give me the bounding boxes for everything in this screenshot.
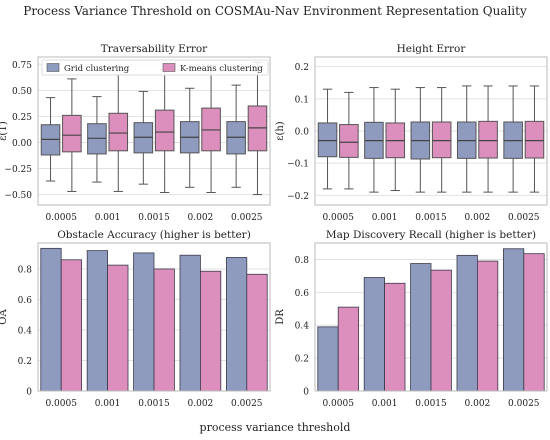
y-tick-label: 0.2: [18, 357, 32, 367]
bar-kmeans: [430, 269, 452, 392]
y-tick-label: 0.4: [295, 322, 310, 332]
x-tick-label: 0.001: [372, 213, 398, 223]
axes-frame: [314, 242, 548, 392]
y-tick-label: 0.8: [295, 256, 310, 266]
bar-kmeans: [337, 306, 360, 392]
bar-grid: [40, 247, 62, 392]
bar-grid: [410, 263, 432, 392]
bar-kmeans: [476, 260, 499, 392]
axes-frame: [314, 56, 548, 206]
bar-grid: [502, 248, 525, 392]
bar-kmeans: [384, 282, 406, 392]
panel-1: −0.50 −0.25 0.00 0.25 0.50 0.75 Traversability…: [0, 43, 271, 223]
box-kmeans: [62, 114, 82, 153]
y-tick-label: 0.2: [295, 355, 309, 365]
legend-label: Grid clustering: [64, 64, 130, 74]
y-axis-label: ε(T): [0, 121, 9, 141]
bar-kmeans: [153, 268, 175, 392]
x-tick-label: 0.0015: [138, 213, 170, 223]
bar-kmeans: [246, 273, 268, 392]
panel-2: −0.2 −0.1 0.0 0.1 0.2 Height Error ε(h) 0.0005 0…: [275, 43, 548, 223]
bar-kmeans: [107, 264, 129, 392]
box-kmeans: [154, 109, 175, 152]
y-tick-label: 0: [26, 388, 32, 398]
panel-3: 0 0.2 0.4 0.6 0.8 Obstacle Accuracy (higher i…: [0, 229, 271, 409]
x-tick-label: 0.0015: [138, 399, 170, 409]
y-tick-label: 0.2: [295, 63, 309, 73]
x-tick-label: 0.001: [372, 399, 398, 409]
y-axis-label: DR: [275, 309, 286, 325]
x-tick-label: 0.0025: [508, 399, 540, 409]
bar-grid: [317, 326, 339, 392]
x-tick-label: 0.0005: [45, 213, 77, 223]
bar-kmeans: [523, 253, 545, 392]
bar-grid: [179, 254, 201, 392]
panel-title: Map Discovery Recall (higher is better): [326, 229, 536, 241]
y-tick-label: 0: [303, 388, 309, 398]
legend-swatch-kmeans: [162, 63, 176, 72]
box-kmeans: [478, 120, 498, 159]
x-tick-label: 0.0025: [231, 399, 263, 409]
x-tick-label: 0.002: [465, 213, 491, 223]
y-axis-label: ε(h): [275, 121, 286, 141]
bar-grid: [363, 277, 385, 392]
x-tick-label: 0.0005: [45, 399, 77, 409]
y-tick-label: 0.1: [295, 95, 309, 105]
panels: −0.50−0.250.000.250.500.75Traversability…: [0, 43, 548, 409]
panel-title: Obstacle Accuracy (higher is better): [57, 229, 251, 241]
y-tick-label: −0.1: [287, 160, 309, 170]
x-tick-label: 0.0025: [508, 213, 540, 223]
bar-grid: [225, 257, 248, 392]
x-tick-label: 0.0025: [231, 213, 263, 223]
bar-kmeans: [199, 270, 222, 392]
box-kmeans: [108, 112, 129, 152]
y-tick-label: 0.25: [12, 113, 32, 123]
legend-swatch-grid: [46, 63, 60, 72]
y-tick-label: 0.4: [18, 326, 33, 336]
legend: Grid clustering K-means clustering: [41, 59, 269, 76]
x-tick-label: 0.002: [188, 213, 214, 223]
box-grid: [317, 122, 338, 158]
y-tick-label: 0.00: [12, 139, 32, 149]
y-tick-label: 0.8: [18, 265, 33, 275]
x-tick-label: 0.002: [465, 399, 491, 409]
bar-grid: [456, 254, 478, 392]
y-tick-label: 0.50: [12, 87, 32, 97]
box-kmeans: [339, 124, 359, 158]
panel-4: 0 0.2 0.4 0.6 0.8 Map Discovery Recall (highe…: [275, 229, 548, 409]
panel-title: Height Error: [397, 43, 467, 55]
x-tick-label: 0.001: [95, 399, 121, 409]
y-tick-label: −0.2: [287, 192, 309, 202]
legend-label: K-means clustering: [180, 64, 263, 74]
y-tick-label: 0.75: [12, 61, 32, 71]
bar-kmeans: [60, 259, 83, 392]
panel-title: Traversability Error: [101, 43, 208, 55]
x-tick-label: 0.001: [95, 213, 121, 223]
y-axis-label: OA: [0, 309, 9, 325]
x-tick-label: 0.0015: [415, 399, 447, 409]
y-tick-label: 0.6: [18, 296, 33, 306]
x-tick-label: 0.0015: [415, 213, 447, 223]
bar-grid: [86, 250, 108, 392]
y-tick-label: −0.50: [4, 191, 32, 201]
y-tick-label: −0.25: [4, 165, 32, 175]
box-kmeans: [431, 121, 452, 159]
box-kmeans: [524, 120, 545, 159]
figure-xlabel: process variance threshold: [200, 421, 351, 434]
x-tick-label: 0.0005: [322, 213, 354, 223]
y-tick-label: 0.0: [295, 128, 310, 138]
legend-frame: [41, 59, 269, 76]
figure-suptitle: Process Variance Threshold on COSMAu-Nav…: [23, 4, 527, 18]
x-tick-label: 0.0005: [322, 399, 354, 409]
axes-frame: [37, 242, 271, 392]
bar-grid: [133, 252, 155, 392]
y-tick-label: 0.6: [295, 289, 310, 299]
x-tick-label: 0.002: [188, 399, 214, 409]
axes-frame: [37, 56, 271, 206]
